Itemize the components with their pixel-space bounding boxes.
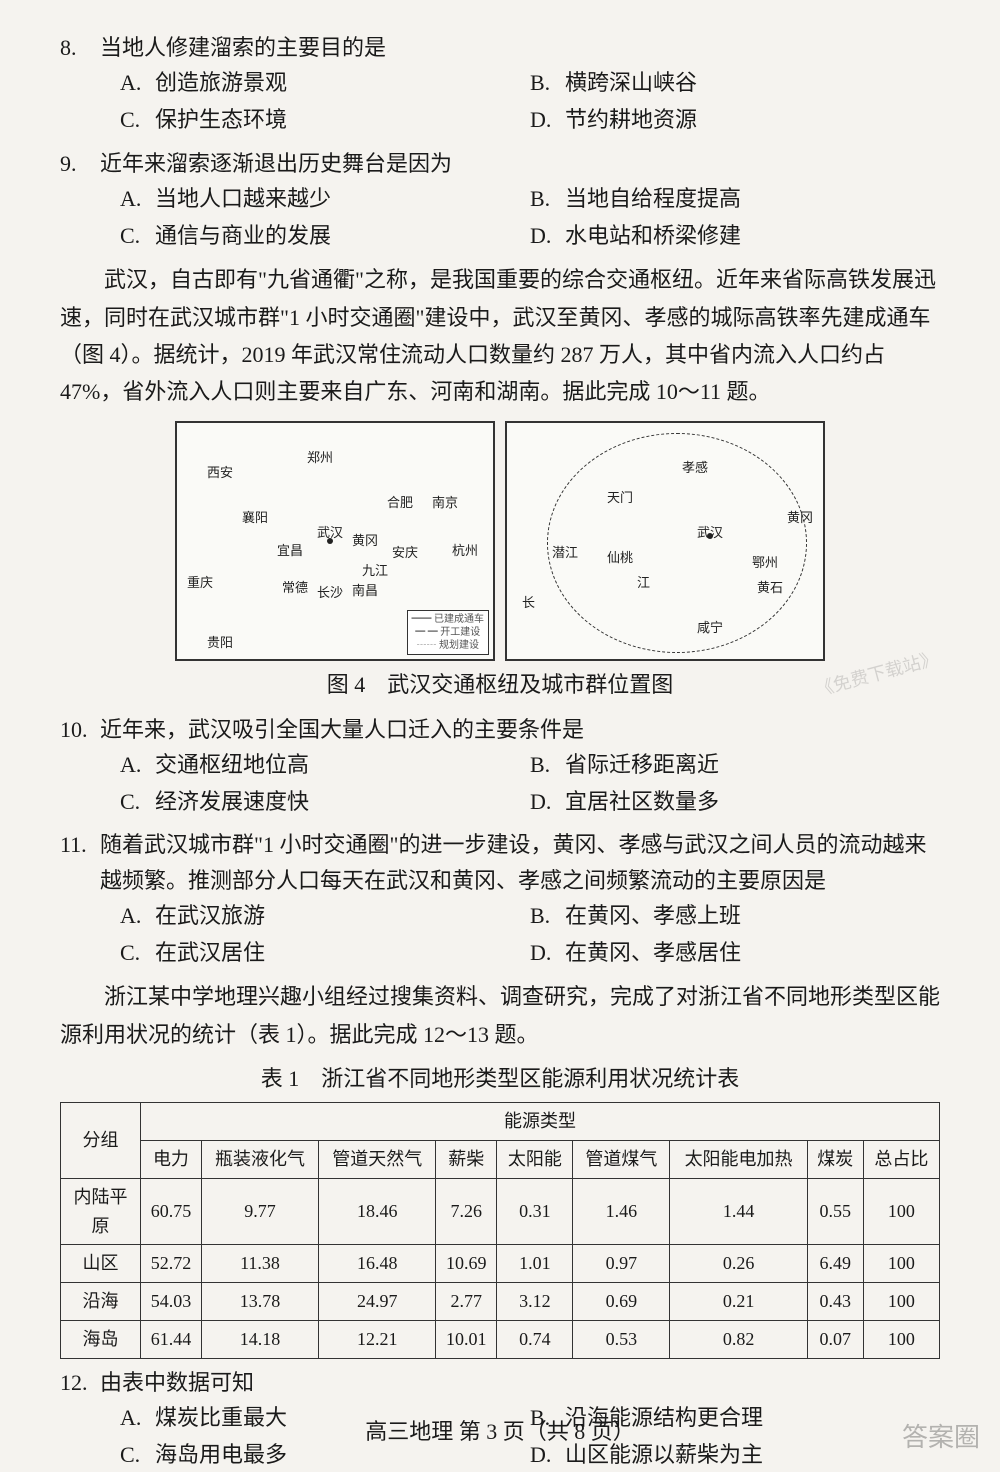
table-cell: 54.03 xyxy=(141,1283,202,1321)
table-cell: 0.69 xyxy=(573,1283,670,1321)
table-cell: 1.01 xyxy=(497,1245,573,1283)
figure-4-map-left: 西安 郑州 合肥 南京 襄阳 宜昌 武汉 黄冈 安庆 杭州 九江 重庆 常德 长… xyxy=(175,421,495,661)
q11-option-a: A.在武汉旅游 xyxy=(120,898,530,933)
q11-stem: 随着武汉城市群"1 小时交通圈"的进一步建设，黄冈、孝感与武汉之间人员的流动越来… xyxy=(100,827,940,897)
table-column-header: 太阳能电加热 xyxy=(670,1140,808,1178)
question-9: 9. 近年来溜索逐渐退出历史舞台是因为 A.当地人口越来越少 B.当地自给程度提… xyxy=(60,146,940,254)
table-row: 山区52.7211.3816.4810.691.010.970.266.4910… xyxy=(61,1245,940,1283)
question-11: 11. 随着武汉城市群"1 小时交通圈"的进一步建设，黄冈、孝感与武汉之间人员的… xyxy=(60,827,940,970)
table-cell: 0.26 xyxy=(670,1245,808,1283)
table-cell: 10.01 xyxy=(436,1320,497,1358)
q10-option-b: B.省际迁移距离近 xyxy=(530,747,940,782)
page-footer: 高三地理 第 3 页（共 8 页） xyxy=(0,1414,1000,1449)
figure-4-caption: 图 4 武汉交通枢纽及城市群位置图 xyxy=(60,667,940,702)
table-column-header: 薪柴 xyxy=(436,1140,497,1178)
table-cell: 100 xyxy=(863,1178,939,1245)
table-column-header: 管道天然气 xyxy=(319,1140,436,1178)
table-cell: 12.21 xyxy=(319,1320,436,1358)
q9-option-d: D.水电站和桥梁修建 xyxy=(530,218,940,253)
table-cell: 1.44 xyxy=(670,1178,808,1245)
corner-watermark: 答案圈 xyxy=(902,1417,980,1459)
table-column-header: 电力 xyxy=(141,1140,202,1178)
table-row: 内陆平原60.759.7718.467.260.311.461.440.5510… xyxy=(61,1178,940,1245)
table-row-label: 内陆平原 xyxy=(61,1178,141,1245)
table-cell: 100 xyxy=(863,1320,939,1358)
table-column-header: 瓶装液化气 xyxy=(201,1140,318,1178)
table-row-label: 山区 xyxy=(61,1245,141,1283)
table-column-header: 管道煤气 xyxy=(573,1140,670,1178)
table-cell: 0.97 xyxy=(573,1245,670,1283)
q11-option-d: D.在黄冈、孝感居住 xyxy=(530,935,940,970)
table-row: 沿海54.0313.7824.972.773.120.690.210.43100 xyxy=(61,1283,940,1321)
table-cell: 18.46 xyxy=(319,1178,436,1245)
table-cell: 1.46 xyxy=(573,1178,670,1245)
table-cell: 0.43 xyxy=(807,1283,863,1321)
table-cell: 10.69 xyxy=(436,1245,497,1283)
q11-number: 11. xyxy=(60,827,100,897)
q10-option-d: D.宜居社区数量多 xyxy=(530,784,940,819)
table-cell: 100 xyxy=(863,1283,939,1321)
q10-option-a: A.交通枢纽地位高 xyxy=(120,747,530,782)
table-cell: 9.77 xyxy=(201,1178,318,1245)
q8-option-b: B.横跨深山峡谷 xyxy=(530,65,940,100)
table-column-header: 太阳能 xyxy=(497,1140,573,1178)
table-row-label: 海岛 xyxy=(61,1320,141,1358)
q10-option-c: C.经济发展速度快 xyxy=(120,784,530,819)
table-type-header: 能源类型 xyxy=(141,1103,940,1141)
table-column-header: 煤炭 xyxy=(807,1140,863,1178)
q8-stem: 当地人修建溜索的主要目的是 xyxy=(100,30,940,65)
q8-option-d: D.节约耕地资源 xyxy=(530,102,940,137)
table-cell: 100 xyxy=(863,1245,939,1283)
table-cell: 0.07 xyxy=(807,1320,863,1358)
q10-number: 10. xyxy=(60,712,100,747)
table-cell: 16.48 xyxy=(319,1245,436,1283)
passage-zhejiang: 浙江某中学地理兴趣小组经过搜集资料、调查研究，完成了对浙江省不同地形类型区能源利… xyxy=(60,978,940,1053)
q8-option-a: A.创造旅游景观 xyxy=(120,65,530,100)
table-cell: 60.75 xyxy=(141,1178,202,1245)
passage-wuhan: 武汉，自古即有"九省通衢"之称，是我国重要的综合交通枢纽。近年来省际高铁发展迅速… xyxy=(60,261,940,411)
table-column-header: 总占比 xyxy=(863,1140,939,1178)
table-cell: 52.72 xyxy=(141,1245,202,1283)
q11-option-c: C.在武汉居住 xyxy=(120,935,530,970)
table-cell: 2.77 xyxy=(436,1283,497,1321)
table-row: 海岛61.4414.1812.2110.010.740.530.820.0710… xyxy=(61,1320,940,1358)
question-8: 8. 当地人修建溜索的主要目的是 A.创造旅游景观 B.横跨深山峡谷 C.保护生… xyxy=(60,30,940,138)
table-row-label: 沿海 xyxy=(61,1283,141,1321)
table-cell: 0.31 xyxy=(497,1178,573,1245)
q9-option-b: B.当地自给程度提高 xyxy=(530,181,940,216)
q8-number: 8. xyxy=(60,30,100,65)
q11-option-b: B.在黄冈、孝感上班 xyxy=(530,898,940,933)
table-cell: 0.21 xyxy=(670,1283,808,1321)
table-cell: 0.74 xyxy=(497,1320,573,1358)
table-cell: 7.26 xyxy=(436,1178,497,1245)
q10-stem: 近年来，武汉吸引全国大量人口迁入的主要条件是 xyxy=(100,712,940,747)
figure-4-map-right: 孝感 天门 武汉 黄冈 潜江 仙桃 鄂州 黄石 咸宁 长 江 xyxy=(505,421,825,661)
table-cell: 14.18 xyxy=(201,1320,318,1358)
table-1-title: 表 1 浙江省不同地形类型区能源利用状况统计表 xyxy=(60,1061,940,1096)
table-cell: 13.78 xyxy=(201,1283,318,1321)
q9-option-a: A.当地人口越来越少 xyxy=(120,181,530,216)
q12-number: 12. xyxy=(60,1365,100,1400)
table-cell: 0.82 xyxy=(670,1320,808,1358)
table-cell: 0.55 xyxy=(807,1178,863,1245)
q9-stem: 近年来溜索逐渐退出历史舞台是因为 xyxy=(100,146,940,181)
q9-option-c: C.通信与商业的发展 xyxy=(120,218,530,253)
q9-number: 9. xyxy=(60,146,100,181)
q12-stem: 由表中数据可知 xyxy=(100,1365,940,1400)
table-cell: 61.44 xyxy=(141,1320,202,1358)
table-1: 分组 能源类型 电力瓶装液化气管道天然气薪柴太阳能管道煤气太阳能电加热煤炭总占比… xyxy=(60,1102,940,1359)
table-cell: 6.49 xyxy=(807,1245,863,1283)
question-10: 10. 近年来，武汉吸引全国大量人口迁入的主要条件是 A.交通枢纽地位高 B.省… xyxy=(60,712,940,820)
table-cell: 11.38 xyxy=(201,1245,318,1283)
table-cell: 3.12 xyxy=(497,1283,573,1321)
map1-legend: ━━ 已建成通车 ━ ━ 开工建设 ┄┄ 规划建设 xyxy=(407,610,490,655)
figure-4: 西安 郑州 合肥 南京 襄阳 宜昌 武汉 黄冈 安庆 杭州 九江 重庆 常德 长… xyxy=(60,421,940,702)
q8-option-c: C.保护生态环境 xyxy=(120,102,530,137)
table-row-header: 分组 xyxy=(61,1103,141,1179)
table-cell: 24.97 xyxy=(319,1283,436,1321)
table-cell: 0.53 xyxy=(573,1320,670,1358)
